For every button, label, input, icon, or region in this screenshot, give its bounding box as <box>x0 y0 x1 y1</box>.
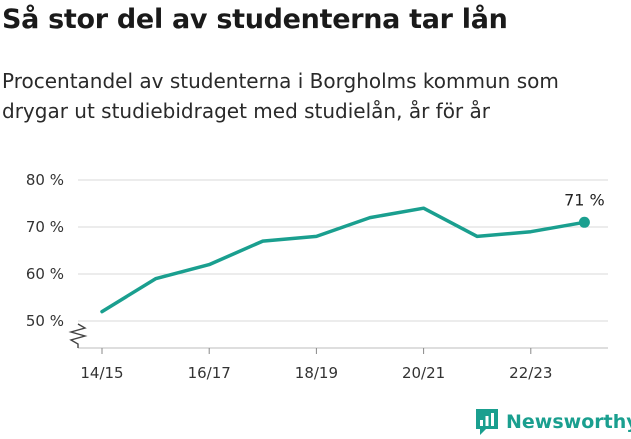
newsworthy-logo-icon <box>476 409 498 435</box>
last-value-label: 71 % <box>564 190 605 209</box>
x-tick-label: 16/17 <box>188 364 231 382</box>
chart-title: Så stor del av studenterna tar lån <box>2 4 508 35</box>
y-tick-label: 60 % <box>26 265 64 283</box>
newsworthy-brand: Newsworthy <box>474 406 631 438</box>
line-chart: 50 % 60 % 70 % 80 % 14/15 16/17 18/19 20/21 22/2… <box>26 171 608 382</box>
x-tick-label: 20/21 <box>402 364 445 382</box>
chart-subtitle: Procentandel av studenterna i Borgholms … <box>2 69 559 123</box>
brand-name: Newsworthy <box>506 411 631 433</box>
y-axis-break-icon <box>68 323 88 348</box>
x-tick-label: 18/19 <box>295 364 338 382</box>
last-value-point <box>578 216 590 228</box>
series-line <box>100 206 587 314</box>
y-tick-label: 80 % <box>26 171 64 189</box>
x-tick-label: 22/23 <box>509 364 552 382</box>
y-tick-label: 70 % <box>26 218 64 236</box>
y-tick-label: 50 % <box>26 312 64 330</box>
x-tick-label: 14/15 <box>80 364 123 382</box>
